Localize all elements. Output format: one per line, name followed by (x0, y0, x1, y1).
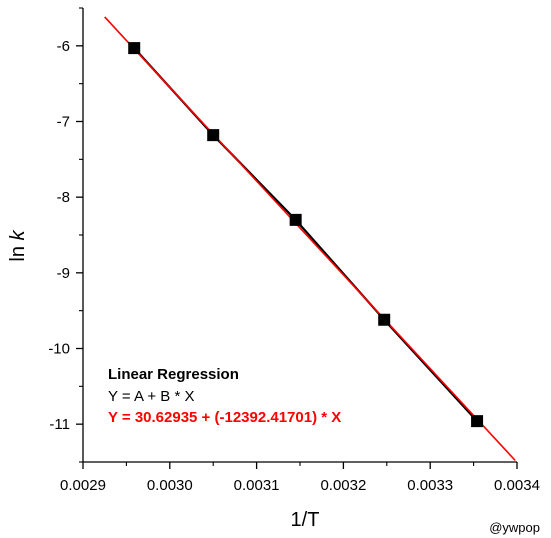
y-tick-label: -11 (49, 416, 70, 433)
y-tick-label: -7 (57, 114, 70, 131)
y-axis-label-prefix: ln (7, 240, 29, 261)
y-tick-label: -6 (57, 38, 70, 55)
data-point (289, 213, 302, 226)
y-axis-label-variable: k (7, 229, 29, 240)
y-ticks: -11 -10 -9 -8 -7 -6 (48, 7, 83, 463)
data-point (378, 313, 391, 326)
x-tick-label: 0.0031 (234, 477, 280, 494)
credit-text: @ywpop (489, 520, 540, 535)
data-points (128, 42, 484, 428)
y-tick-label: -8 (57, 189, 70, 206)
y-tick-label: -10 (48, 341, 70, 358)
x-tick-label: 0.0029 (60, 477, 106, 494)
data-point (207, 129, 220, 142)
data-point (128, 42, 141, 55)
annotation-equation: Y = 30.62935 + (-12392.41701) * X (108, 409, 341, 426)
annotation-formula: Y = A + B * X (108, 388, 194, 405)
x-tick-label: 0.0032 (320, 477, 366, 494)
y-tick-label: -9 (57, 265, 70, 282)
annotation-title: Linear Regression (108, 366, 239, 383)
data-point (471, 415, 484, 428)
y-axis-label: ln k (7, 229, 29, 261)
x-tick-label: 0.0033 (407, 477, 453, 494)
x-axis-label: 1/T (291, 509, 320, 531)
regression-line (104, 16, 516, 462)
x-tick-label: 0.0034 (494, 477, 540, 494)
regression-annotation: Linear Regression Y = A + B * X Y = 30.6… (108, 366, 341, 426)
fit-line (104, 16, 516, 462)
x-ticks: 0.0029 0.0030 0.0031 0.0032 0.0033 0.0034 (60, 462, 540, 494)
x-tick-label: 0.0030 (147, 477, 193, 494)
